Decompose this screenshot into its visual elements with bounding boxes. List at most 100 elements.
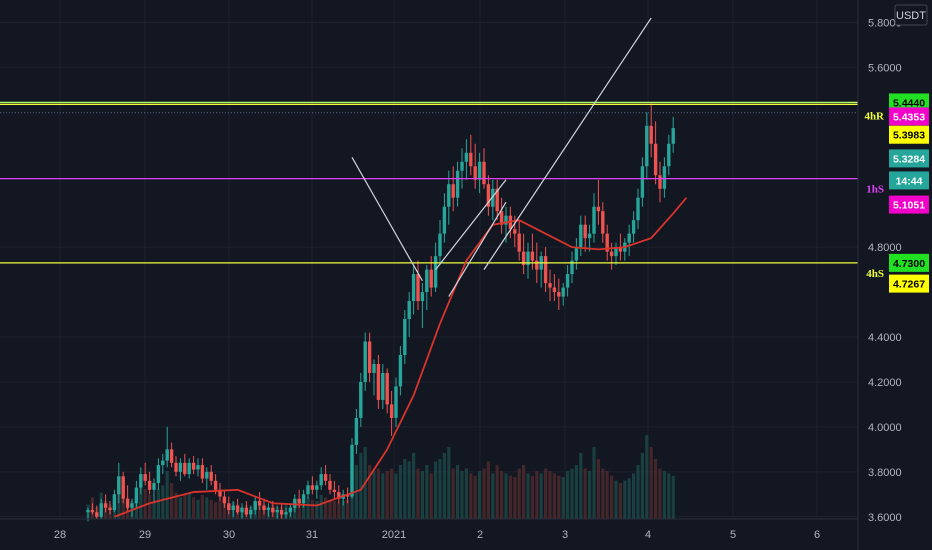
x-tick-label: 2021 — [382, 529, 406, 541]
time-axis: 28 29 30 31 2021 2 3 4 5 6 — [54, 529, 820, 541]
candle-body — [354, 417, 359, 445]
volume-bar — [557, 475, 561, 519]
volume-bar — [209, 499, 213, 519]
volume-bar — [610, 475, 614, 519]
candle-body — [275, 510, 279, 513]
volume-bar — [434, 461, 438, 519]
candle-body — [557, 292, 561, 297]
volume-bar — [473, 475, 477, 519]
candle-body — [381, 372, 385, 400]
volume-bar — [451, 468, 455, 519]
volume-bar — [161, 485, 165, 519]
candle-body — [579, 224, 583, 248]
candle-body — [433, 256, 438, 288]
volume-bar — [337, 502, 341, 519]
candle-body — [394, 386, 398, 418]
volume-bar — [592, 447, 596, 519]
volume-bar — [513, 477, 517, 519]
volume-bar — [315, 501, 319, 519]
candle-body — [398, 354, 403, 387]
volume-bar — [671, 475, 675, 519]
volume-bar — [310, 499, 314, 519]
volume-bar — [662, 471, 666, 519]
candle-body — [425, 269, 429, 293]
candle-body — [297, 498, 301, 504]
candle-body — [134, 487, 139, 504]
candle-body — [662, 166, 667, 189]
grid-lines — [0, 0, 858, 519]
candle-body — [618, 247, 623, 252]
y-tick-label: 5.6000 — [868, 62, 902, 74]
volume-bar — [390, 468, 394, 519]
volume-bar — [403, 459, 407, 519]
volume-bar — [482, 468, 486, 519]
volume-bar — [139, 483, 143, 519]
candle-body — [535, 260, 539, 270]
volume-bar — [306, 497, 310, 519]
volume-bar — [148, 495, 152, 519]
volume-bar — [579, 453, 583, 519]
moving-average — [114, 197, 688, 518]
candle-body — [359, 381, 363, 418]
candle-body — [152, 483, 156, 490]
volume-bar — [623, 480, 627, 519]
volume-bar — [170, 483, 174, 519]
candle-body — [495, 188, 499, 212]
volume-bar — [376, 468, 380, 519]
candle-body — [645, 125, 649, 167]
candle-body — [565, 274, 570, 288]
candle-body — [187, 462, 191, 475]
volume-bar — [649, 447, 653, 519]
candle-body — [631, 220, 636, 234]
volume-bar — [416, 468, 420, 519]
volume-bar — [394, 473, 398, 519]
volume-bar — [478, 471, 482, 519]
candle-body — [262, 505, 266, 511]
volume-bar — [456, 465, 460, 519]
candle-body — [279, 510, 284, 515]
candle-body — [209, 471, 213, 481]
volume-bar — [412, 453, 416, 519]
volume-bar — [491, 473, 495, 519]
y-tick-label: 5.8000 — [868, 17, 902, 29]
candle-body — [609, 251, 614, 257]
candle-body — [658, 175, 662, 189]
candle-body — [257, 501, 262, 506]
volume-bar — [222, 499, 226, 519]
candle-body — [596, 206, 601, 212]
ma-line — [114, 197, 688, 518]
candle-body — [196, 465, 200, 470]
candle-body — [266, 507, 271, 511]
candle-body — [125, 498, 130, 508]
unit-box[interactable] — [894, 4, 928, 26]
candle-body — [205, 471, 209, 479]
candle-body — [271, 507, 275, 513]
candle-body — [235, 505, 240, 513]
volume-bar — [214, 502, 218, 519]
volume-bar — [302, 501, 306, 519]
candle-body — [447, 184, 451, 207]
volume-bar — [495, 465, 499, 519]
candle-body — [491, 188, 495, 207]
price-badge-text: 4.7267 — [893, 279, 925, 291]
candle-body — [649, 125, 653, 144]
candle-body — [513, 229, 517, 234]
price-badge-text: 5.4440 — [893, 97, 925, 109]
volume-bar — [566, 471, 570, 519]
candle-body — [350, 444, 354, 497]
candle-body — [499, 211, 504, 225]
candle-body — [574, 247, 579, 261]
level-label: 1hS — [866, 184, 884, 196]
volume-bar — [156, 489, 160, 519]
volume-bar — [319, 495, 323, 519]
candle-body — [667, 143, 671, 167]
candle-body — [416, 274, 420, 302]
volume-bar — [535, 471, 539, 519]
candle-body — [90, 510, 95, 513]
candle-body — [561, 287, 565, 297]
candle-body — [552, 287, 557, 293]
candle-body — [460, 161, 464, 171]
price-badge — [889, 149, 929, 168]
price-badge — [889, 93, 929, 112]
